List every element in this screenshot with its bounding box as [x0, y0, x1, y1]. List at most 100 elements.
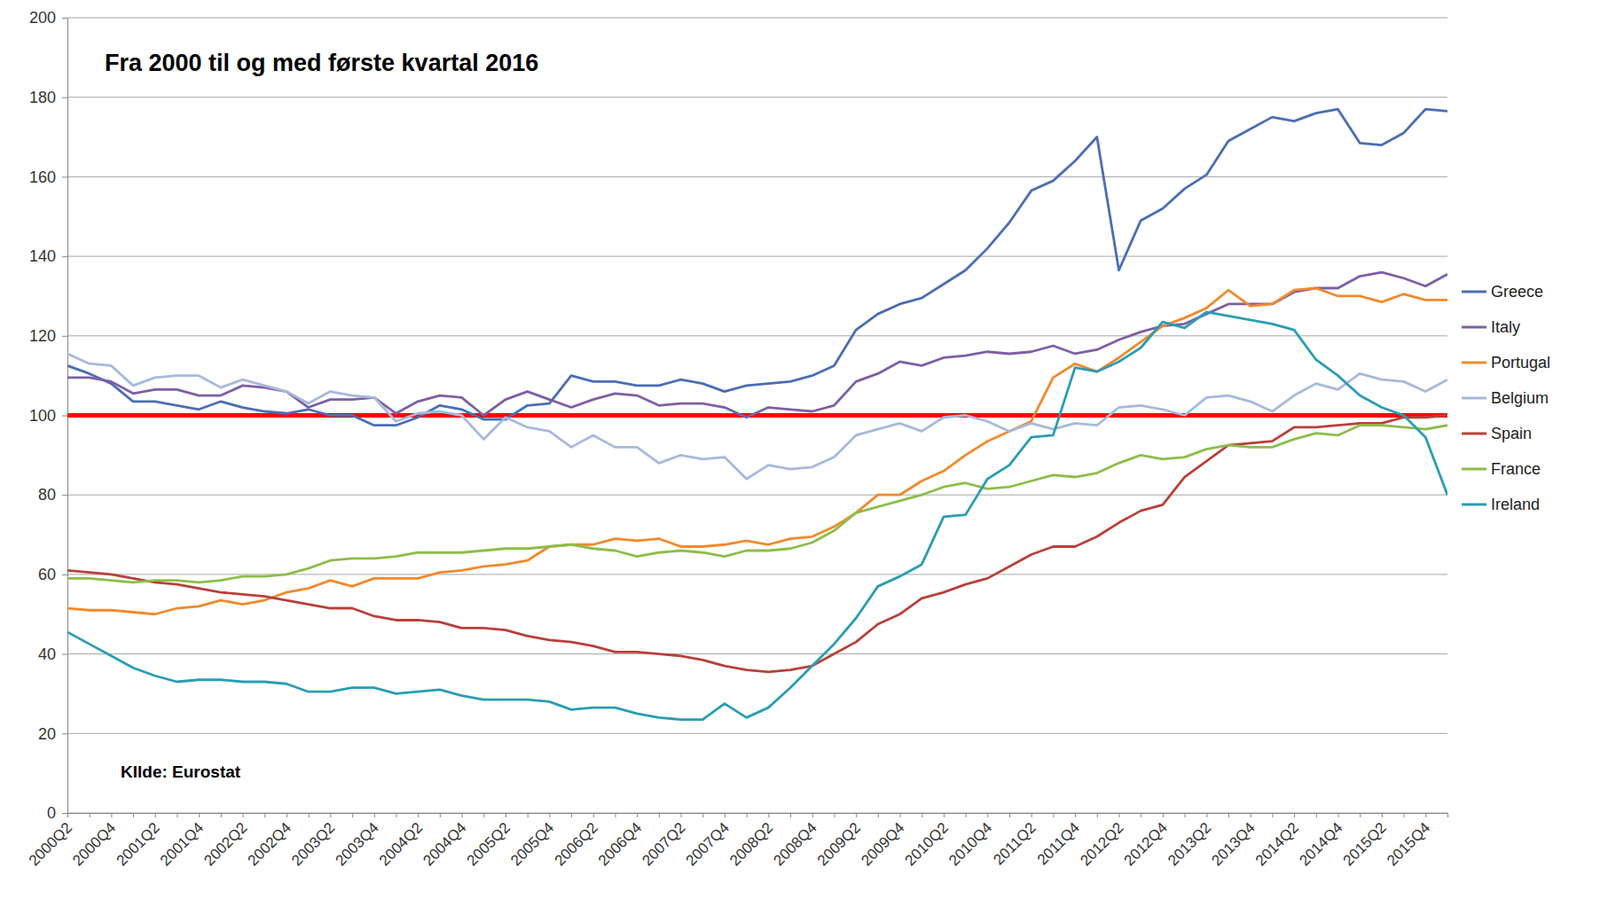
x-tick-mark: [1184, 813, 1186, 818]
grid: [67, 17, 1448, 814]
x-tick-mark: [614, 813, 616, 818]
x-tick-mark: [439, 813, 441, 818]
x-tick-mark: [1403, 813, 1405, 818]
x-tick-mark: [264, 813, 266, 818]
x-tick: 2009Q2: [814, 813, 864, 870]
x-tick-label: 2009Q4: [857, 819, 908, 870]
x-tick: [308, 813, 310, 818]
x-tick-mark: [374, 813, 376, 818]
legend-swatch: [1461, 397, 1487, 400]
x-tick: [1359, 813, 1361, 818]
x-tick: 2003Q4: [332, 813, 383, 870]
x-tick: [395, 813, 397, 818]
x-tick: [439, 813, 441, 818]
x-tick-label: 2014Q4: [1295, 819, 1346, 870]
grid-line: [67, 335, 1448, 337]
x-tick: [921, 813, 923, 818]
x-tick: [176, 813, 178, 818]
legend-swatch: [1461, 503, 1487, 507]
x-tick: 2011Q4: [1034, 813, 1083, 869]
y-tick: 40: [38, 645, 68, 664]
y-tick-label: 120: [29, 327, 56, 346]
y-tick-mark: [62, 176, 68, 178]
x-tick-label: 2010Q2: [901, 819, 952, 870]
legend-label: Spain: [1490, 424, 1532, 443]
x-tick: 2005Q2: [463, 813, 514, 870]
y-tick: 60: [38, 565, 68, 584]
grid-line: [67, 494, 1448, 496]
x-tick: 2004Q2: [376, 813, 426, 870]
x-tick: 2010Q4: [945, 813, 996, 870]
legend-label: Belgium: [1490, 389, 1549, 408]
x-tick: 2000Q2: [25, 813, 76, 870]
x-tick-mark: [329, 813, 331, 818]
x-tick: [264, 813, 266, 818]
legend-swatch: [1461, 432, 1487, 436]
y-tick-mark: [62, 733, 68, 735]
legend-swatch: [1461, 468, 1487, 471]
x-tick: 2013Q2: [1164, 813, 1215, 870]
x-tick: [878, 813, 879, 818]
x-tick: 2015Q4: [1383, 813, 1434, 870]
x-tick-label: 2003Q2: [288, 819, 338, 870]
x-axis-line: [68, 813, 1449, 815]
x-tick: 2014Q4: [1295, 813, 1346, 870]
x-tick: 2011Q2: [989, 813, 1039, 869]
x-tick: [1052, 813, 1054, 818]
x-tick-mark: [308, 813, 310, 818]
x-tick-mark: [133, 813, 134, 818]
x-tick-mark: [110, 813, 112, 818]
x-tick-label: 2007Q2: [638, 819, 689, 870]
legend-label: Italy: [1490, 318, 1521, 337]
chart: 0204060801001201401601802002000Q22000Q42…: [0, 0, 1600, 899]
x-tick: [965, 813, 967, 818]
x-tick-mark: [768, 813, 769, 818]
x-tick: [1228, 813, 1230, 818]
x-tick: 2001Q4: [156, 813, 207, 870]
x-tick-mark: [1228, 813, 1230, 818]
x-tick-mark: [417, 813, 419, 818]
x-tick-label: 2004Q4: [419, 819, 470, 870]
x-tick-mark: [593, 813, 595, 818]
x-tick-mark: [943, 813, 945, 818]
legend-swatch: [1461, 326, 1487, 330]
y-tick: 20: [38, 725, 68, 744]
x-tick-mark: [790, 813, 792, 818]
x-tick: 2004Q4: [419, 813, 470, 870]
title: Fra 2000 til og med første kvartal 2016: [104, 49, 539, 77]
x-tick: [220, 813, 222, 818]
x-tick: [527, 813, 529, 818]
x-tick: 2001Q2: [113, 813, 164, 870]
x-tick-label: 2004Q2: [376, 819, 426, 870]
x-tick-label: 2001Q4: [156, 819, 207, 870]
x-tick: [571, 813, 573, 818]
x-tick: 2009Q4: [857, 813, 908, 870]
x-tick: 2002Q4: [244, 813, 295, 870]
x-tick-label: 2008Q2: [726, 819, 777, 870]
x-tick-mark: [1162, 813, 1164, 818]
x-tick: 2000Q4: [69, 813, 119, 870]
x-tick-mark: [462, 813, 463, 818]
x-tick-mark: [1097, 813, 1099, 818]
y-axis: 020406080100120140160180200: [29, 8, 69, 823]
x-tick: [790, 813, 792, 818]
x-tick-label: 2013Q4: [1207, 819, 1258, 870]
x-tick: 2012Q2: [1076, 813, 1127, 870]
x-tick-label: 2013Q2: [1164, 819, 1215, 870]
x-tick-label: 2015Q2: [1340, 819, 1390, 870]
y-tick-label: 60: [38, 565, 56, 584]
x-tick-mark: [1206, 813, 1208, 818]
x-tick: [614, 813, 616, 818]
x-tick: 2012Q4: [1121, 813, 1171, 870]
x-tick-label: 2003Q4: [332, 819, 383, 870]
y-tick-mark: [62, 415, 68, 417]
grid-line: [67, 733, 1448, 735]
x-tick: 2006Q4: [595, 813, 645, 870]
x-tick: 2010Q2: [901, 813, 952, 870]
x-tick: 2008Q2: [726, 813, 777, 870]
x-tick-label: 2002Q2: [200, 819, 251, 870]
y-tick: 180: [29, 88, 68, 107]
x-tick-mark: [1009, 813, 1011, 818]
x-tick-mark: [987, 813, 989, 818]
x-tick-label: 2012Q4: [1121, 819, 1171, 870]
